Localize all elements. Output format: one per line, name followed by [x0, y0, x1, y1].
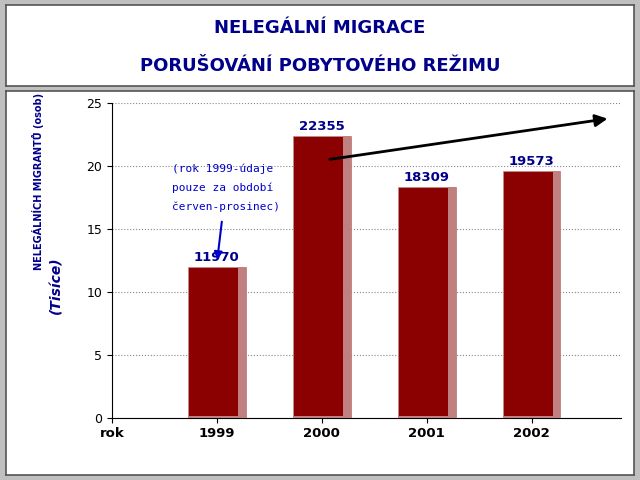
Text: (rok 1999-údaje: (rok 1999-údaje: [172, 164, 273, 174]
Bar: [239, 267, 246, 418]
Bar: [188, 267, 246, 418]
Bar: [398, 416, 456, 418]
Text: 22355: 22355: [299, 120, 345, 133]
Text: červen-prosinec): červen-prosinec): [172, 201, 280, 212]
Text: (Tisíce): (Tisíce): [49, 257, 63, 314]
Bar: [503, 171, 561, 418]
Text: 11970: 11970: [194, 251, 240, 264]
Text: NELEGÁLNÍCH MIGRANTŮ (osob): NELEGÁLNÍCH MIGRANTŮ (osob): [32, 93, 44, 270]
Text: 18309: 18309: [404, 171, 450, 184]
Bar: [293, 136, 351, 418]
Bar: [188, 416, 246, 418]
Text: pouze za období: pouze za období: [172, 182, 273, 193]
Bar: [553, 171, 561, 418]
Text: PORUŠOVÁNÍ POBYTOVÉHO REŽIMU: PORUŠOVÁNÍ POBYTOVÉHO REŽIMU: [140, 57, 500, 75]
Text: 19573: 19573: [509, 156, 554, 168]
Text: NELEGÁLNÍ MIGRACE: NELEGÁLNÍ MIGRACE: [214, 19, 426, 36]
Bar: [448, 187, 456, 418]
Bar: [343, 136, 351, 418]
Bar: [293, 416, 351, 418]
Bar: [503, 416, 561, 418]
Bar: [398, 187, 456, 418]
